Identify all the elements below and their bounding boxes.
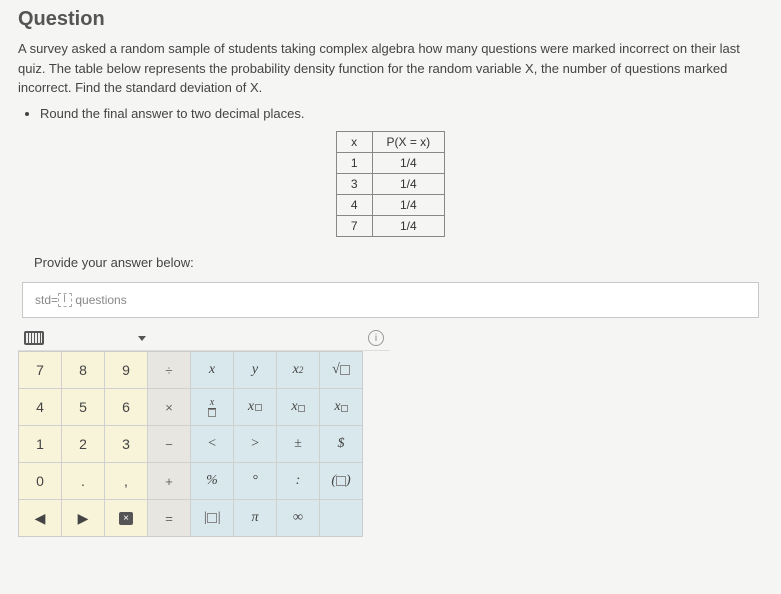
key-[interactable]: π <box>234 500 276 536</box>
key-x[interactable]: x <box>320 389 362 425</box>
instruction-list: Round the final answer to two decimal pl… <box>18 106 763 121</box>
key-[interactable]: ± <box>277 426 319 462</box>
info-icon[interactable]: i <box>368 330 384 346</box>
key-[interactable]: ▶ <box>62 500 104 536</box>
keyboard-icon[interactable] <box>24 331 44 345</box>
key-[interactable]: , <box>105 463 147 499</box>
key-[interactable]: ÷ <box>148 352 190 388</box>
key-8[interactable]: 8 <box>62 352 104 388</box>
key-[interactable]: ° <box>234 463 276 499</box>
question-heading: Question <box>18 8 763 31</box>
key-4[interactable]: 4 <box>19 389 61 425</box>
key-7[interactable]: 7 <box>19 352 61 388</box>
keypad-toolbar: i <box>18 326 390 351</box>
key-x[interactable]: x <box>277 389 319 425</box>
answer-prefix: std= <box>35 293 58 307</box>
key-blank <box>320 500 362 536</box>
answer-input-box[interactable]: std= questions <box>22 282 759 319</box>
key-[interactable]: . <box>62 463 104 499</box>
key-3[interactable]: 3 <box>105 426 147 462</box>
chevron-down-icon <box>138 336 146 341</box>
key-0[interactable]: 0 <box>19 463 61 499</box>
probability-table: x P(X = x) 11/4 31/4 41/4 71/4 <box>336 131 445 237</box>
key-[interactable]: % <box>191 463 233 499</box>
math-keypad: 789÷xyx2√456×xxxx123−<>±$0.,+%°:()◀▶×=||… <box>18 351 363 537</box>
table-row: 41/4 <box>336 194 444 215</box>
key-[interactable]: < <box>191 426 233 462</box>
table-header-x: x <box>336 131 372 152</box>
key-x[interactable]: x <box>191 389 233 425</box>
key-[interactable]: ∞ <box>277 500 319 536</box>
table-row: 71/4 <box>336 215 444 236</box>
key-[interactable]: : <box>277 463 319 499</box>
key-[interactable]: $ <box>320 426 362 462</box>
key-y[interactable]: y <box>234 352 276 388</box>
answer-placeholder[interactable] <box>58 293 72 307</box>
table-header-p: P(X = x) <box>372 131 445 152</box>
key-[interactable]: + <box>148 463 190 499</box>
key-2[interactable]: 2 <box>62 426 104 462</box>
key-6[interactable]: 6 <box>105 389 147 425</box>
keypad-mode-dropdown[interactable] <box>134 336 146 341</box>
key-x[interactable]: x2 <box>277 352 319 388</box>
key-[interactable]: > <box>234 426 276 462</box>
key-[interactable]: √ <box>320 352 362 388</box>
key-x[interactable]: x <box>191 352 233 388</box>
table-row: 11/4 <box>336 152 444 173</box>
key-[interactable]: || <box>191 500 233 536</box>
table-row: 31/4 <box>336 173 444 194</box>
key-5[interactable]: 5 <box>62 389 104 425</box>
question-text: A survey asked a random sample of studen… <box>18 39 763 98</box>
key-9[interactable]: 9 <box>105 352 147 388</box>
key-[interactable]: ◀ <box>19 500 61 536</box>
answer-suffix: questions <box>72 293 127 307</box>
answer-prompt: Provide your answer below: <box>34 255 763 270</box>
key-x[interactable]: x <box>234 389 276 425</box>
question-container: Question A survey asked a random sample … <box>0 0 781 537</box>
key-1[interactable]: 1 <box>19 426 61 462</box>
rounding-instruction: Round the final answer to two decimal pl… <box>40 106 763 121</box>
key-[interactable]: × <box>148 389 190 425</box>
key-[interactable]: × <box>105 500 147 536</box>
key-[interactable]: − <box>148 426 190 462</box>
key-[interactable]: () <box>320 463 362 499</box>
key-[interactable]: = <box>148 500 190 536</box>
